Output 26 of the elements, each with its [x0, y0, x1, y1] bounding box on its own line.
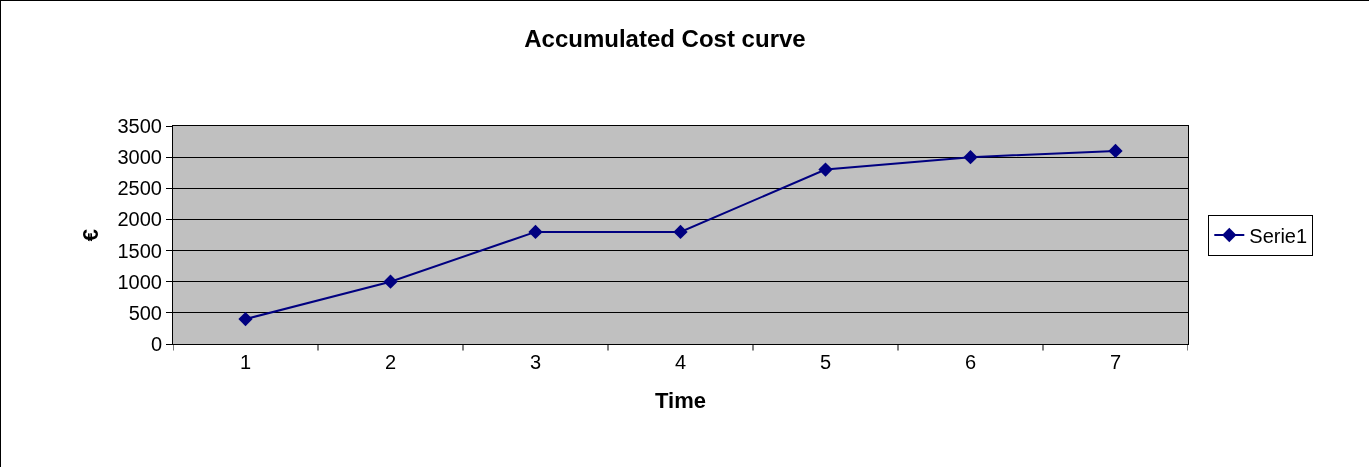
- x-tick-label: 6: [964, 351, 977, 373]
- point: [1108, 143, 1123, 159]
- y-axis-title: €: [78, 228, 104, 242]
- y-tick-label: 3500: [117, 115, 162, 137]
- point: [238, 311, 253, 327]
- y-tick-label: 2000: [117, 208, 162, 231]
- point: [383, 274, 398, 289]
- y-tick-label: 0: [150, 333, 162, 355]
- legend-label: Serie1: [1249, 224, 1308, 247]
- y-tick-label: 1500: [117, 239, 162, 262]
- x-tick-label: 7: [1109, 351, 1122, 373]
- y-tick-label: 2500: [117, 177, 162, 200]
- y-tick-label: 500: [128, 301, 162, 324]
- y-tick-label: 3000: [117, 146, 162, 169]
- point: [963, 149, 978, 165]
- point: [528, 224, 543, 240]
- x-tick-label: 2: [384, 351, 397, 373]
- chart-title: Accumulated Cost curve: [524, 24, 806, 52]
- x-tick-label: 3: [529, 351, 542, 373]
- x-axis-title: Time: [655, 387, 706, 413]
- point: [818, 162, 833, 177]
- y-tick-label: 1000: [117, 270, 162, 293]
- x-tick-label: 1: [239, 351, 252, 373]
- point: [673, 224, 688, 240]
- x-tick-label: 4: [674, 351, 687, 373]
- x-tick-label: 5: [819, 351, 832, 373]
